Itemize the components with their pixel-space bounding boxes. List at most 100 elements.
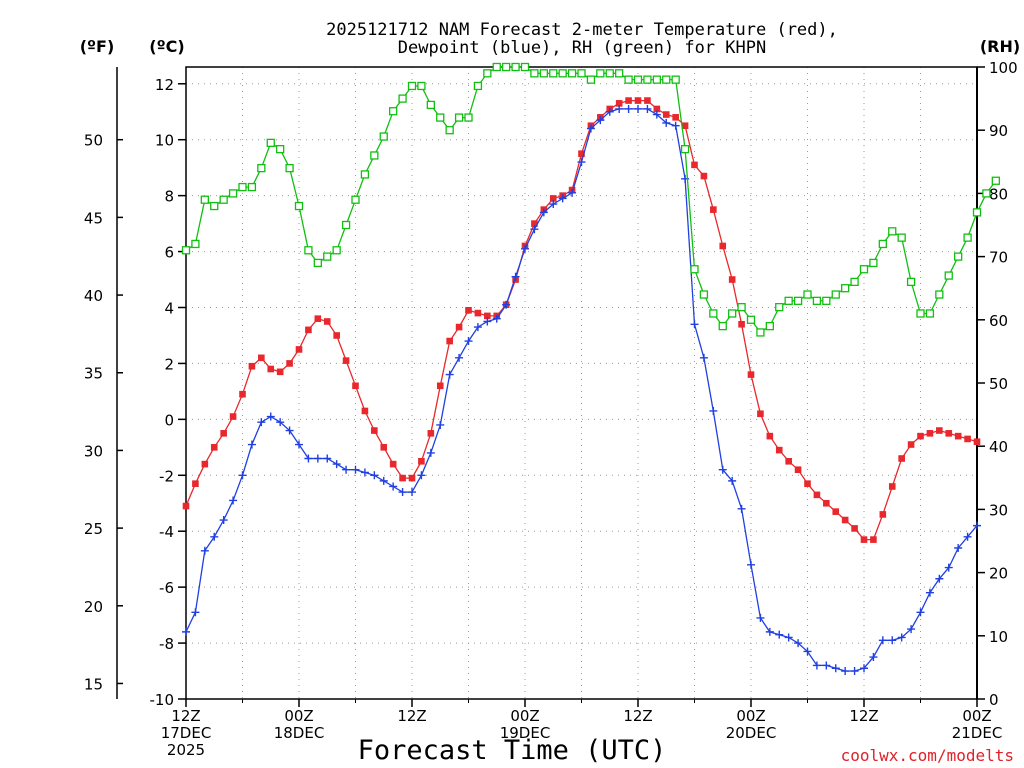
rh-point <box>718 321 727 331</box>
dewpoint-point <box>473 323 482 332</box>
temperature-point <box>860 536 868 543</box>
rh-point <box>341 220 351 230</box>
x-tick-label: 00Z <box>284 707 313 725</box>
rh-point <box>906 277 916 287</box>
temperature-point <box>286 360 293 367</box>
rh-point <box>605 69 614 78</box>
rh-point <box>728 309 737 318</box>
dewpoint-point <box>342 465 351 474</box>
x-tick-label: 12Z <box>849 707 878 725</box>
temperature-point <box>380 444 388 451</box>
celsius-tick-label: 8 <box>164 188 174 206</box>
rh-point <box>417 81 426 91</box>
temperature-point <box>907 441 915 448</box>
rh-point <box>520 62 530 72</box>
dewpoint-point <box>803 647 812 656</box>
temperature-point <box>276 368 284 376</box>
fahrenheit-tick-label: 15 <box>84 675 103 693</box>
dewpoint-point <box>313 454 322 463</box>
dewpoint-point <box>417 471 426 480</box>
temperature-point <box>333 332 340 339</box>
temperature-point <box>785 458 792 465</box>
rh-point <box>502 62 511 72</box>
rh-point <box>615 69 624 78</box>
temperature-point <box>691 161 698 169</box>
x-axis-label: Forecast Time (UTC) <box>358 735 667 766</box>
rh-point <box>624 75 633 84</box>
temperature-point <box>917 432 924 440</box>
rh-point <box>558 69 567 78</box>
temperature-point <box>898 455 905 462</box>
temperature-point <box>239 390 246 398</box>
dewpoint-point <box>907 625 916 634</box>
temperature-point <box>879 511 887 518</box>
rh-point <box>379 132 388 141</box>
rh-tick-label: 60 <box>989 312 1008 330</box>
chart-title-line2: Dewpoint (blue), RH (green) for KHPN <box>398 38 766 58</box>
temperature-point <box>352 382 359 390</box>
dewpoint-point <box>690 320 699 329</box>
temperature-point <box>738 320 745 328</box>
rh-tick-label: 90 <box>989 122 1008 140</box>
x-tick-label: 2025 <box>167 741 205 759</box>
rh-point <box>577 69 586 78</box>
x-tick-label: 12Z <box>397 707 426 725</box>
rh-point <box>445 126 454 135</box>
rh-point <box>370 151 379 160</box>
temperature-point <box>653 105 661 113</box>
x-tick-label: 17DEC <box>161 724 212 742</box>
temperature-point <box>258 354 265 362</box>
rh-point <box>963 233 972 242</box>
x-tick-label: 21DEC <box>952 724 1003 742</box>
rh-point <box>219 195 228 204</box>
temperature-point <box>455 323 463 331</box>
rh-point <box>925 309 935 318</box>
rh-point <box>276 145 285 154</box>
rh-point <box>304 246 313 255</box>
temperature-point <box>248 362 256 370</box>
dewpoint-point <box>182 627 190 636</box>
rh-point <box>313 258 322 268</box>
temperature-point <box>474 309 482 317</box>
celsius-tick-label: -2 <box>159 467 174 485</box>
fahrenheit-tick-label: 35 <box>84 365 103 383</box>
dewpoint-point <box>276 418 285 427</box>
temperature-point <box>757 410 764 418</box>
rh-point <box>991 176 1000 185</box>
dewpoint-point <box>332 460 341 469</box>
rh-point <box>671 75 680 84</box>
dewpoint-point <box>652 110 661 119</box>
temperature-point <box>314 315 322 322</box>
rh-point <box>191 239 200 249</box>
dewpoint-point <box>408 488 416 497</box>
rh-point <box>181 246 191 255</box>
rh-point <box>643 75 652 84</box>
dewpoint-point <box>577 158 586 167</box>
dewpoint-point <box>605 107 614 116</box>
rh-point <box>351 195 360 204</box>
dewpoint-point <box>822 661 831 670</box>
dewpoint-point <box>794 639 803 648</box>
data-series <box>181 62 1000 676</box>
rh-point <box>831 290 840 299</box>
rh-point <box>454 113 464 122</box>
temperature-point <box>210 444 218 451</box>
celsius-tick-label: 4 <box>164 299 174 317</box>
x-tick-label: 00Z <box>510 707 539 725</box>
rh-point <box>360 170 370 179</box>
dewpoint-point <box>756 613 765 622</box>
temperature-point <box>700 172 708 180</box>
rh-point <box>680 145 690 154</box>
dewpoint-point <box>775 630 784 639</box>
temperature-point <box>371 427 378 434</box>
x-tick-label: 20DEC <box>726 724 777 742</box>
temperature-point <box>936 427 943 434</box>
x-tick-label: 12Z <box>623 707 652 725</box>
dewpoint-point <box>191 608 200 617</box>
dewpoint-point <box>784 633 793 642</box>
dewpoint-point <box>445 370 454 379</box>
celsius-tick-label: -4 <box>159 523 174 541</box>
dewpoint-point <box>963 532 972 541</box>
rh-point <box>200 195 209 204</box>
